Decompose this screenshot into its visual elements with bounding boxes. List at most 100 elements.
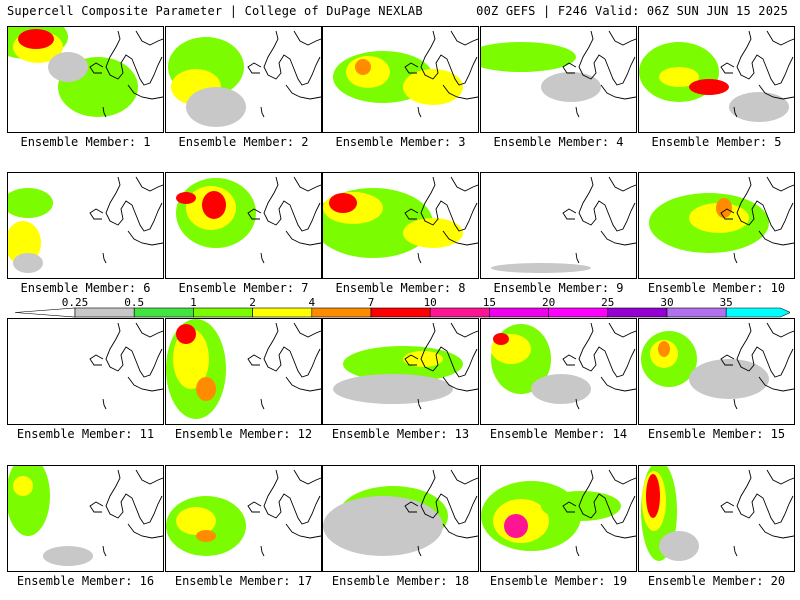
intensity-shading xyxy=(689,79,729,95)
intensity-shading xyxy=(43,546,93,566)
colorbar-swatch xyxy=(370,307,431,318)
intensity-shading xyxy=(646,474,660,518)
intensity-shading xyxy=(689,359,769,399)
intensity-shading xyxy=(196,377,216,401)
state-tick xyxy=(260,545,265,557)
state-tick xyxy=(260,106,265,118)
colorbar-tick-label: 20 xyxy=(541,296,556,309)
intensity-shading xyxy=(493,333,509,345)
intensity-shading xyxy=(541,491,621,521)
state-tick xyxy=(575,398,580,410)
intensity-shading xyxy=(716,198,732,218)
intensity-shading xyxy=(689,203,749,233)
state-tick xyxy=(733,545,738,557)
colorbar-swatch xyxy=(252,307,313,318)
state-tick xyxy=(575,106,580,118)
colorbar-swatch xyxy=(489,307,549,318)
member-label: Ensemble Member: 13 xyxy=(331,427,470,441)
coastline xyxy=(89,30,163,100)
colorbar-swatch xyxy=(311,307,372,318)
state-tick xyxy=(417,398,422,410)
colorbar-swatch xyxy=(193,307,253,318)
member-map-panel xyxy=(322,465,479,572)
intensity-shading xyxy=(531,374,591,404)
member-label: Ensemble Member: 18 xyxy=(331,574,470,588)
colorbar-tick-label: 35 xyxy=(719,296,733,309)
intensity-shading xyxy=(196,530,216,542)
intensity-shading xyxy=(403,351,443,367)
intensity-shading xyxy=(491,263,591,273)
member-map-panel xyxy=(638,172,795,279)
member-label: Ensemble Member: 12 xyxy=(174,427,313,441)
coastline xyxy=(247,30,321,100)
member-map-panel xyxy=(480,26,637,133)
state-tick xyxy=(260,398,265,410)
colorbar-tick-label: 15 xyxy=(482,296,497,309)
intensity-shading xyxy=(48,52,88,82)
coastline xyxy=(247,322,321,392)
member-label: Ensemble Member: 14 xyxy=(489,427,628,441)
member-label: Ensemble Member: 7 xyxy=(178,281,309,295)
coastline xyxy=(404,322,478,392)
member-map-panel xyxy=(7,465,164,572)
colorbar-tick-label: 10 xyxy=(423,296,437,309)
coastline xyxy=(562,469,636,539)
colorbar-tick-label: 4 xyxy=(308,296,316,309)
member-map-panel xyxy=(638,318,795,425)
state-tick xyxy=(102,252,107,264)
member-label: Ensemble Member: 6 xyxy=(20,281,151,295)
intensity-shading xyxy=(176,324,196,344)
colorbar-swatch xyxy=(429,307,490,318)
colorbar-swatch xyxy=(133,307,194,318)
colorbar-low-tip xyxy=(14,307,76,318)
coastline xyxy=(89,322,163,392)
intensity-shading xyxy=(333,374,453,404)
intensity-shading xyxy=(176,192,196,204)
colorbar-tick-label: 0.5 xyxy=(124,296,145,309)
coastline xyxy=(247,176,321,246)
member-map-panel xyxy=(480,172,637,279)
intensity-shading xyxy=(329,193,357,213)
state-tick xyxy=(260,252,265,264)
coastline xyxy=(89,469,163,539)
colorbar-tick-label: 30 xyxy=(660,296,674,309)
member-label: Ensemble Member: 19 xyxy=(489,574,628,588)
intensity-shading xyxy=(18,29,54,49)
intensity-shading xyxy=(176,507,216,535)
intensity-shading xyxy=(186,87,246,127)
colorbar-tick-label: 2 xyxy=(249,296,256,309)
coastline xyxy=(247,469,321,539)
coastline xyxy=(562,322,636,392)
coastline xyxy=(89,176,163,246)
coastline xyxy=(562,176,636,246)
member-map-panel xyxy=(165,465,322,572)
member-map-panel xyxy=(165,172,322,279)
intensity-shading xyxy=(658,341,670,357)
member-map-panel xyxy=(165,318,322,425)
state-tick xyxy=(733,398,738,410)
coastline xyxy=(404,176,478,246)
intensity-shading xyxy=(504,514,528,538)
member-label: Ensemble Member: 15 xyxy=(647,427,786,441)
member-map-panel xyxy=(322,318,479,425)
intensity-shading xyxy=(659,531,699,561)
coastline xyxy=(720,176,794,246)
state-tick xyxy=(417,545,422,557)
chart-title: Supercell Composite Parameter | College … xyxy=(7,4,423,18)
colorbar-tick-label: 1 xyxy=(190,296,197,309)
state-tick xyxy=(733,106,738,118)
coastline xyxy=(562,30,636,100)
intensity-shading xyxy=(202,191,226,219)
colorbar-tick-label: 0.25 xyxy=(61,296,89,309)
intensity-shading xyxy=(729,92,789,122)
state-tick xyxy=(417,252,422,264)
state-tick xyxy=(102,398,107,410)
member-label: Ensemble Member: 10 xyxy=(647,281,786,295)
member-map-panel xyxy=(7,26,164,133)
intensity-shading xyxy=(541,72,601,102)
intensity-shading xyxy=(13,253,43,273)
colorbar-tick-label: 25 xyxy=(601,296,615,309)
member-label: Ensemble Member: 1 xyxy=(20,135,151,149)
state-tick xyxy=(575,545,580,557)
state-tick xyxy=(102,545,107,557)
